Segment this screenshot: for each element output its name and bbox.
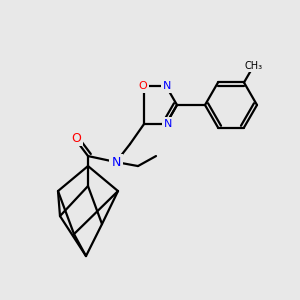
- Text: N: N: [111, 156, 121, 169]
- Text: O: O: [139, 81, 147, 91]
- Text: O: O: [71, 132, 81, 145]
- Text: N: N: [163, 81, 171, 91]
- Text: N: N: [164, 119, 172, 129]
- Text: CH₃: CH₃: [245, 61, 263, 70]
